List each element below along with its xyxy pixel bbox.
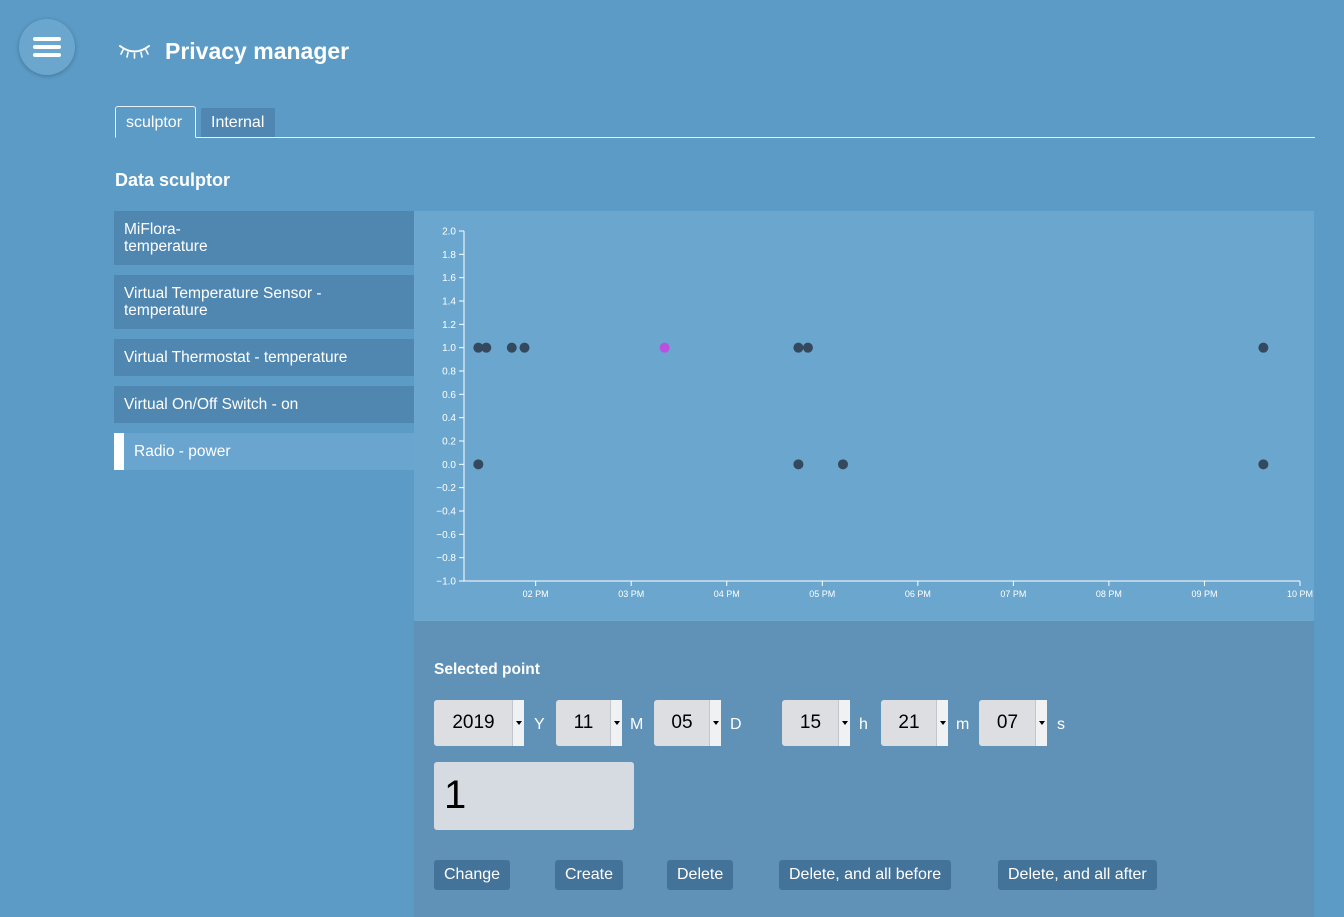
data-point[interactable]: [837, 459, 848, 470]
dropdown-arrow-icon[interactable]: [512, 700, 524, 746]
hour-unit-label: h: [859, 716, 868, 733]
second-value: 07: [996, 712, 1019, 733]
y-tick-label: 2.0: [442, 227, 456, 238]
sensor-item-virtual-temperature-sensor[interactable]: Virtual Temperature Sensor - temperature: [114, 275, 414, 329]
y-tick-label: 1.8: [442, 250, 456, 261]
hour-spinner[interactable]: 15: [782, 700, 850, 746]
y-tick-label: −0.6: [436, 530, 456, 541]
x-tick-label: 05 PM: [809, 589, 835, 599]
create-button[interactable]: Create: [555, 860, 624, 890]
x-tick-label: 09 PM: [1191, 589, 1217, 599]
y-tick-label: 1.6: [442, 273, 456, 284]
x-tick-label: 06 PM: [905, 589, 931, 599]
data-point[interactable]: [473, 342, 484, 353]
data-point[interactable]: [1258, 342, 1269, 353]
sensor-item-virtual-thermostat[interactable]: Virtual Thermostat - temperature: [114, 339, 414, 376]
chart-panel: 2.0 1.8 1.6 1.4 1.2 1.0 0.8 0.6 0.4 0.2 0.0 −0.2 −0.…: [414, 211, 1314, 621]
sensor-item-label: Virtual Temperature Sensor - temperature: [124, 285, 322, 319]
minute-unit-label: m: [956, 716, 970, 733]
year-spinner[interactable]: 2019: [434, 700, 524, 746]
point-value-input[interactable]: 1: [434, 762, 634, 830]
tab-sculptor[interactable]: sculptor: [115, 106, 196, 138]
second-unit-label: s: [1057, 716, 1065, 733]
y-tick-label: −1.0: [436, 577, 456, 588]
data-point[interactable]: [506, 342, 517, 353]
y-tick-label: 0.4: [442, 413, 456, 424]
delete-all-before-button[interactable]: Delete, and all before: [779, 860, 952, 890]
y-tick-label: −0.8: [436, 553, 456, 564]
y-tick-label: 1.0: [442, 343, 456, 354]
closed-eye-icon: [119, 45, 150, 59]
month-unit-label: M: [630, 716, 644, 733]
data-point[interactable]: [793, 459, 804, 470]
dropdown-arrow-icon[interactable]: [838, 700, 850, 746]
x-tick-label: 10 PM: [1287, 589, 1313, 599]
dropdown-arrow-icon[interactable]: [709, 700, 721, 746]
data-point[interactable]: [473, 459, 484, 470]
tab-internal[interactable]: Internal: [201, 108, 275, 137]
sensor-item-virtual-switch[interactable]: Virtual On/Off Switch - on: [114, 386, 414, 423]
section-title: Data sculptor: [115, 170, 231, 190]
sensor-item-label: Virtual Thermostat - temperature: [124, 349, 348, 366]
data-point[interactable]: [793, 342, 804, 353]
x-tick-label: 03 PM: [618, 589, 644, 599]
tab-bar: sculptor Internal: [115, 106, 1315, 138]
hour-value: 15: [799, 712, 822, 733]
change-button[interactable]: Change: [434, 860, 511, 890]
day-unit-label: D: [730, 716, 742, 733]
day-value: 05: [671, 712, 693, 733]
hamburger-icon: [33, 37, 61, 57]
data-point[interactable]: [1258, 459, 1269, 470]
sensor-item-radio-power[interactable]: Radio - power: [114, 433, 414, 470]
menu-button[interactable]: [19, 19, 75, 75]
y-tick-label: 1.4: [442, 297, 456, 308]
month-value: 11: [573, 712, 594, 733]
y-tick-label: 0.0: [442, 460, 456, 471]
dropdown-arrow-icon[interactable]: [1035, 700, 1047, 746]
selected-point-panel: Selected point 2019 Y 11 M 05 D 15 h 21 …: [414, 621, 1314, 917]
x-tick-label: 08 PM: [1096, 589, 1122, 599]
year-unit-label: Y: [534, 716, 545, 733]
data-point[interactable]: [481, 342, 492, 353]
minute-value: 21: [898, 712, 920, 733]
x-tick-label: 04 PM: [714, 589, 740, 599]
sensor-item-label: MiFlora- temperature: [124, 221, 208, 255]
sensor-item-label: Virtual On/Off Switch - on: [124, 396, 299, 413]
sensor-item-label: Radio - power: [134, 443, 231, 460]
selected-data-point[interactable]: [659, 342, 670, 353]
data-point[interactable]: [802, 342, 813, 353]
y-tick-label: 0.2: [442, 437, 456, 448]
sensor-item-miflora-temperature[interactable]: MiFlora- temperature: [114, 211, 414, 265]
dropdown-arrow-icon[interactable]: [936, 700, 948, 746]
y-tick-label: 1.2: [442, 320, 456, 331]
month-spinner[interactable]: 11: [556, 700, 622, 746]
minute-spinner[interactable]: 21: [881, 700, 948, 746]
dropdown-arrow-icon[interactable]: [610, 700, 622, 746]
x-tick-label: 02 PM: [523, 589, 549, 599]
year-value: 2019: [452, 712, 495, 733]
y-tick-label: 0.8: [442, 367, 456, 378]
y-tick-label: −0.2: [436, 483, 456, 494]
y-tick-label: 0.6: [442, 390, 456, 401]
delete-button[interactable]: Delete: [667, 860, 734, 890]
app-header: Privacy manager: [118, 36, 349, 66]
data-point[interactable]: [519, 342, 530, 353]
selected-point-title: Selected point: [434, 661, 540, 678]
scatter-chart[interactable]: 2.0 1.8 1.6 1.4 1.2 1.0 0.8 0.6 0.4 0.2 0.0 −0.2 −0.…: [414, 211, 1314, 621]
day-spinner[interactable]: 05: [654, 700, 721, 746]
x-tick-label: 07 PM: [1000, 589, 1026, 599]
app-title: Privacy manager: [165, 37, 350, 64]
delete-all-after-button[interactable]: Delete, and all after: [998, 860, 1157, 890]
second-spinner[interactable]: 07: [979, 700, 1047, 746]
y-tick-label: −0.4: [436, 507, 456, 518]
